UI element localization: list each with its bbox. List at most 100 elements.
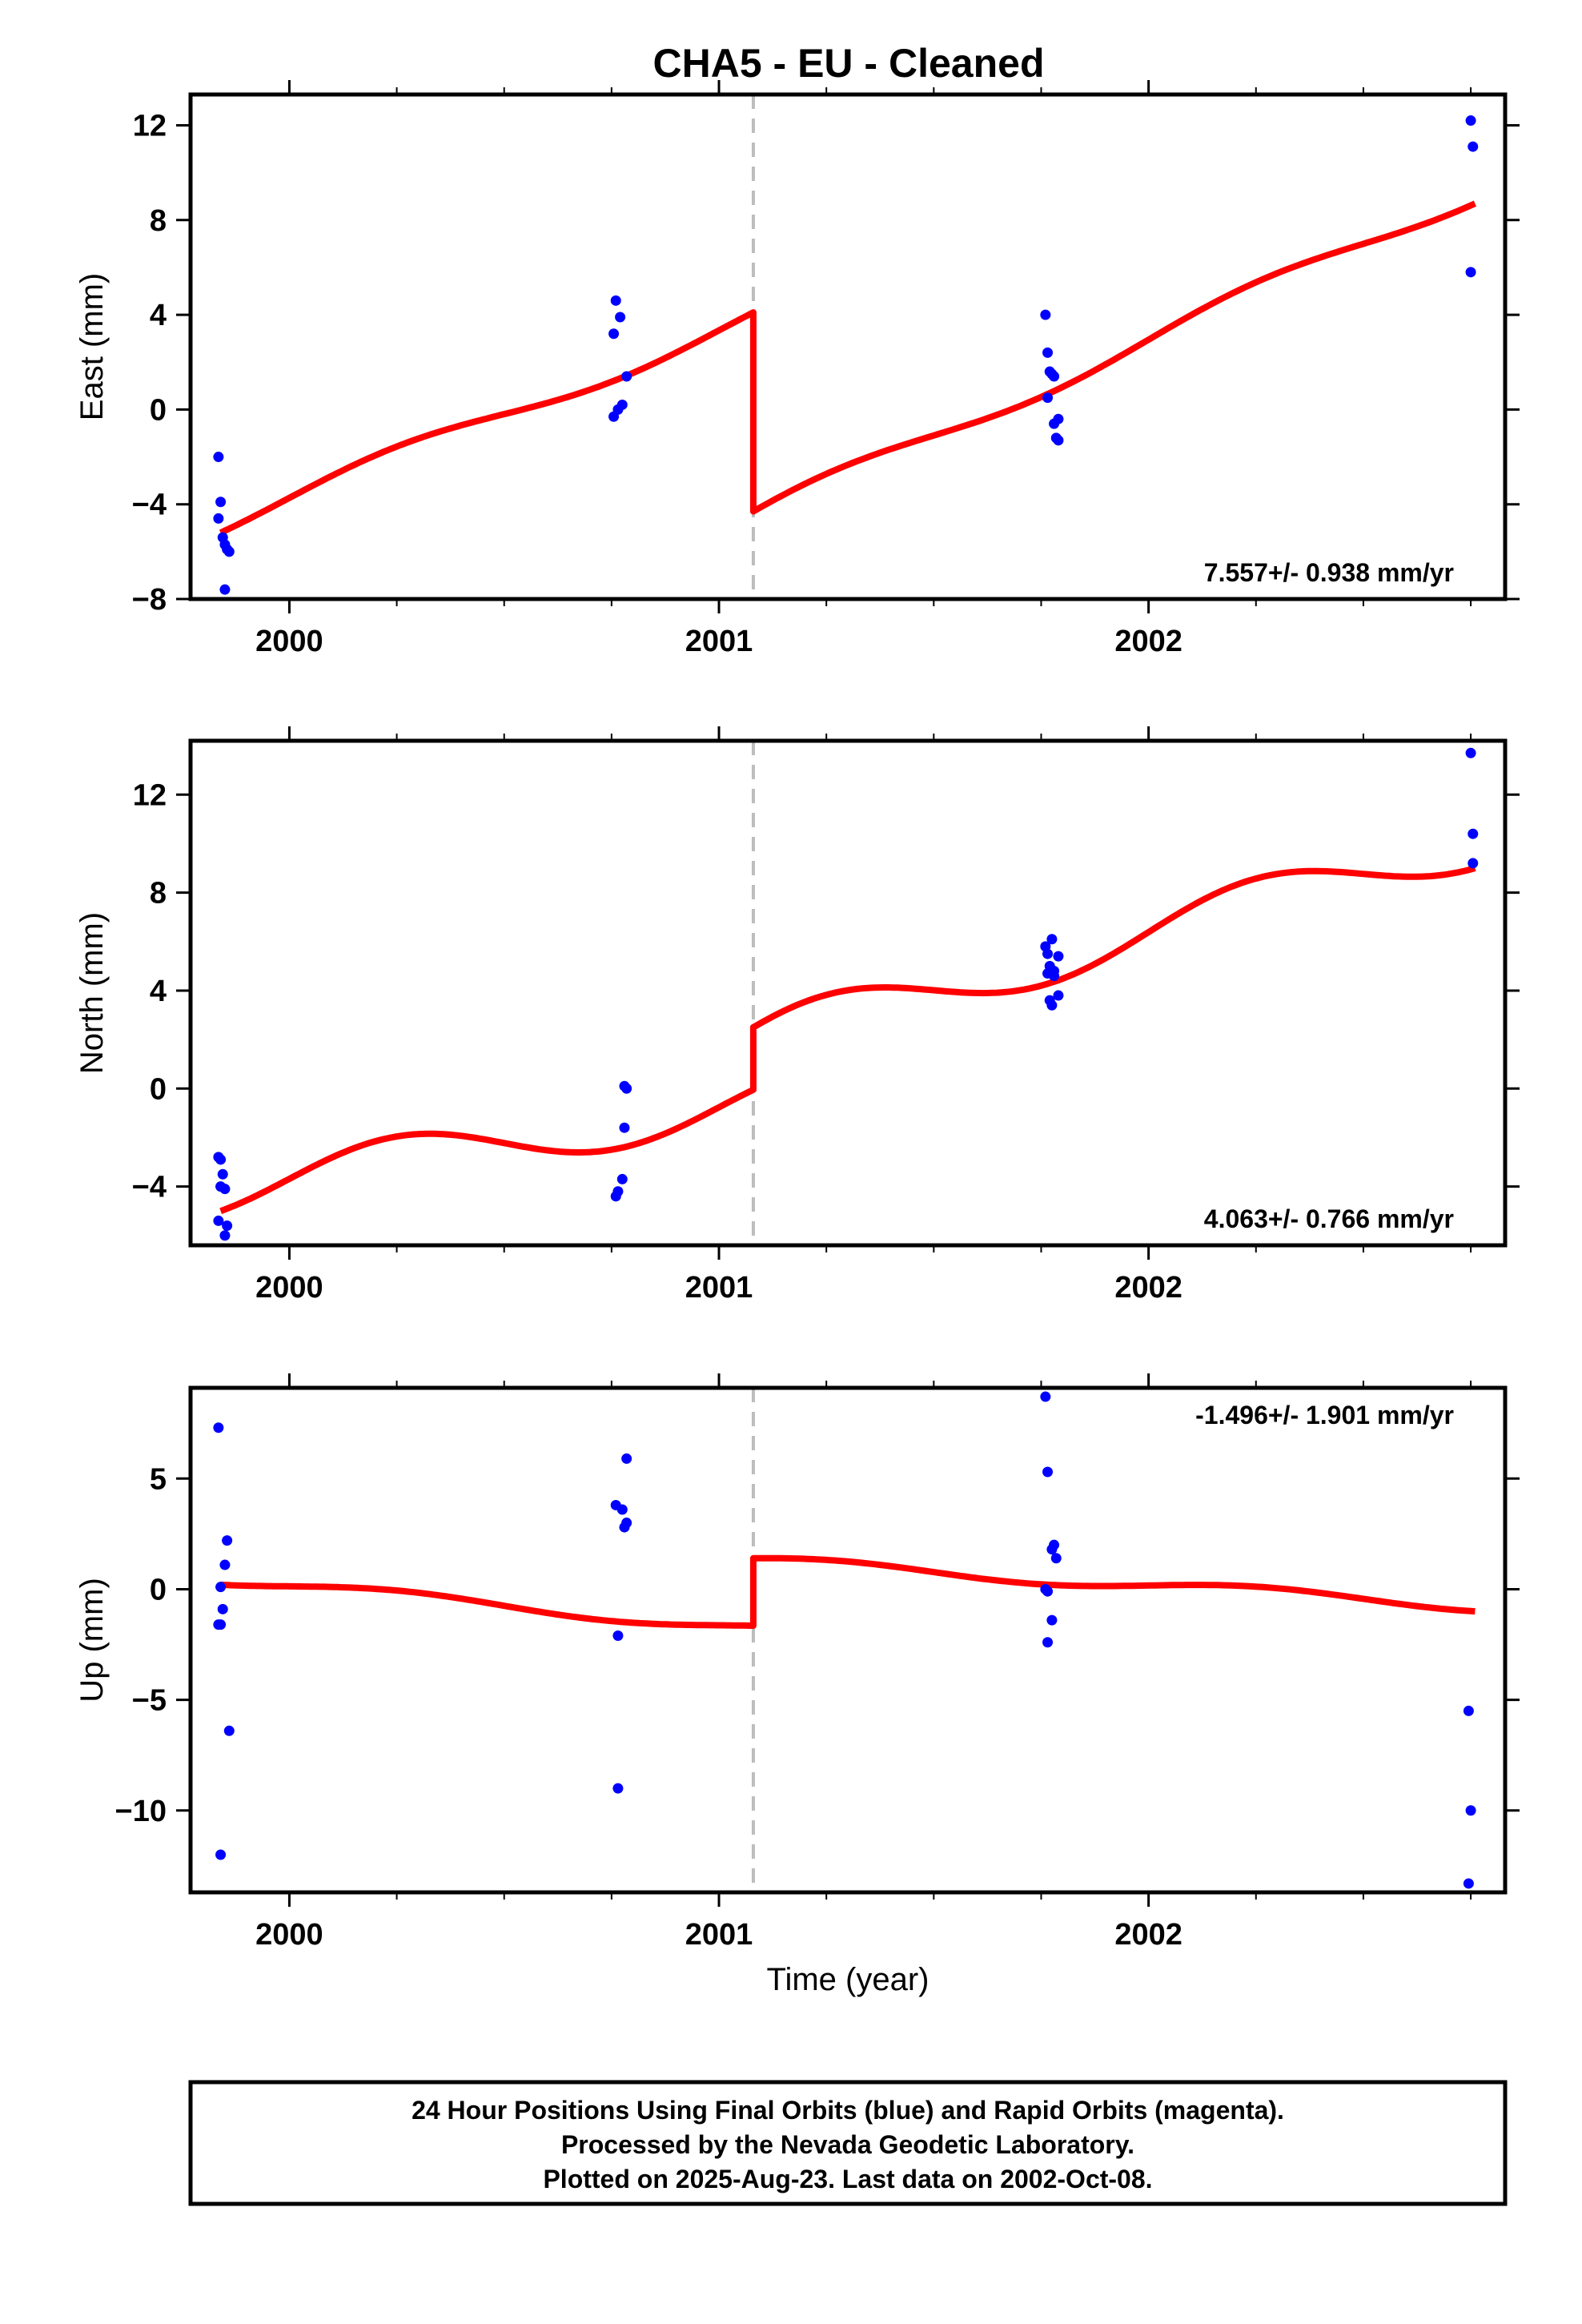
- y-tick-label: 12: [133, 109, 167, 143]
- data-point: [213, 1215, 224, 1226]
- data-point: [621, 1453, 632, 1464]
- footer-box: 24 Hour Positions Using Final Orbits (bl…: [188, 2080, 1508, 2206]
- data-point: [223, 546, 235, 557]
- y-axis-label: Up (mm): [74, 1578, 110, 1703]
- data-point: [213, 513, 224, 524]
- data-point: [1468, 858, 1479, 869]
- data-point: [1468, 141, 1479, 152]
- data-point: [608, 411, 620, 422]
- data-point: [215, 497, 227, 508]
- data-point: [1042, 347, 1054, 358]
- data-point: [1040, 1391, 1051, 1402]
- data-point: [215, 1154, 227, 1165]
- data-point: [1465, 1805, 1476, 1816]
- data-point: [1049, 371, 1060, 382]
- data-point: [1053, 951, 1064, 962]
- data-point: [621, 1083, 632, 1094]
- data-point: [608, 328, 620, 340]
- data-point: [219, 1559, 231, 1570]
- data-point: [1049, 418, 1060, 429]
- y-tick-label: 8: [150, 877, 167, 911]
- y-tick-label: 4: [150, 975, 167, 1008]
- data-point: [610, 1191, 621, 1202]
- data-point: [215, 1619, 227, 1630]
- data-point: [217, 1603, 228, 1614]
- x-tick-label: 2001: [685, 625, 753, 658]
- data-point: [621, 371, 632, 382]
- data-point: [610, 295, 621, 306]
- data-point: [1042, 392, 1054, 404]
- panel-2: 2000 2001 2002 12 8 4 0 −4 4.063+/- 0.766 mm/yr N…: [74, 726, 1520, 1305]
- y-tick-label: −5: [132, 1684, 167, 1718]
- y-tick-label: 8: [150, 204, 167, 238]
- x-tick-label: 2001: [685, 1271, 753, 1305]
- data-point: [616, 1173, 628, 1184]
- y-tick-label: 0: [150, 1573, 167, 1606]
- y-tick-label: 0: [150, 393, 167, 427]
- data-point: [1040, 309, 1051, 320]
- data-point: [1046, 934, 1058, 945]
- data-point: [1465, 267, 1476, 278]
- data-point: [213, 1422, 224, 1433]
- data-point: [1050, 1553, 1062, 1564]
- x-axis-label: Time (year): [767, 1962, 930, 1997]
- data-point: [1463, 1878, 1474, 1889]
- data-point: [217, 1168, 228, 1180]
- panel-1: 2000 2001 2002 12 8 4 0 −4 −8 7.557+/- 0.938 mm/y…: [74, 80, 1520, 658]
- footer-line-1: 24 Hour Positions Using Final Orbits (bl…: [412, 2096, 1284, 2125]
- model-curve: [220, 1554, 1476, 1629]
- footer-frame: [188, 2080, 1508, 2206]
- chart-title: CHA5 - EU - Cleaned: [653, 41, 1045, 86]
- data-point: [1468, 828, 1479, 839]
- rate-annotation: 7.557+/- 0.938 mm/yr: [1204, 558, 1454, 587]
- panel-3: 2000 2001 2002 5 0 −5 −10 -1.496+/- 1.901 mm/yr…: [74, 1373, 1520, 1997]
- data-point: [222, 1220, 233, 1232]
- x-tick-label: 2002: [1114, 1918, 1182, 1952]
- footer-line-3: Plotted on 2025-Aug-23. Last data on 200…: [543, 2165, 1152, 2193]
- data-point: [1042, 1586, 1054, 1597]
- data-point: [222, 1535, 233, 1546]
- model-curve: [219, 865, 1476, 1214]
- plot-frame: [188, 92, 1508, 601]
- data-point: [219, 1184, 231, 1195]
- data-point: [619, 1122, 630, 1133]
- data-point: [615, 312, 626, 323]
- y-tick-label: 12: [133, 778, 167, 812]
- data-point: [1465, 115, 1476, 127]
- data-point: [1042, 1466, 1054, 1478]
- plot-frame: [188, 738, 1508, 1248]
- data-point: [1053, 435, 1064, 446]
- y-tick-label: 4: [150, 299, 167, 332]
- panels: 2000 2001 2002 12 8 4 0 −4 −8 7.557+/- 0.938 mm/y…: [74, 80, 1520, 1997]
- model-curve: [219, 200, 1477, 536]
- rate-annotation: -1.496+/- 1.901 mm/yr: [1195, 1401, 1454, 1429]
- data-point: [223, 1725, 235, 1736]
- data-point: [612, 1630, 624, 1641]
- y-tick-label: 0: [150, 1072, 167, 1106]
- x-tick-label: 2000: [255, 1271, 323, 1305]
- plot-frame: [188, 1385, 1508, 1895]
- y-tick-label: 5: [150, 1462, 167, 1496]
- rate-annotation: 4.063+/- 0.766 mm/yr: [1204, 1204, 1454, 1233]
- x-tick-label: 2002: [1114, 1271, 1182, 1305]
- data-point: [619, 1522, 630, 1533]
- data-point: [1042, 948, 1054, 959]
- x-tick-label: 2000: [255, 1918, 323, 1952]
- data-point: [215, 1849, 227, 1860]
- y-tick-label: −4: [132, 489, 167, 522]
- data-point: [1049, 971, 1060, 982]
- y-tick-label: −4: [132, 1171, 167, 1204]
- data-point: [1463, 1705, 1474, 1716]
- data-point: [1053, 990, 1064, 1001]
- y-axis-label: East (mm): [74, 273, 110, 420]
- data-point: [215, 1582, 227, 1593]
- y-tick-label: −10: [115, 1795, 167, 1828]
- x-tick-label: 2001: [685, 1918, 753, 1952]
- data-point: [1046, 1544, 1058, 1555]
- x-tick-label: 2002: [1114, 625, 1182, 658]
- y-tick-label: −8: [132, 583, 167, 617]
- y-axis-label: North (mm): [74, 912, 110, 1074]
- x-tick-label: 2000: [255, 625, 323, 658]
- data-point: [1046, 1614, 1058, 1626]
